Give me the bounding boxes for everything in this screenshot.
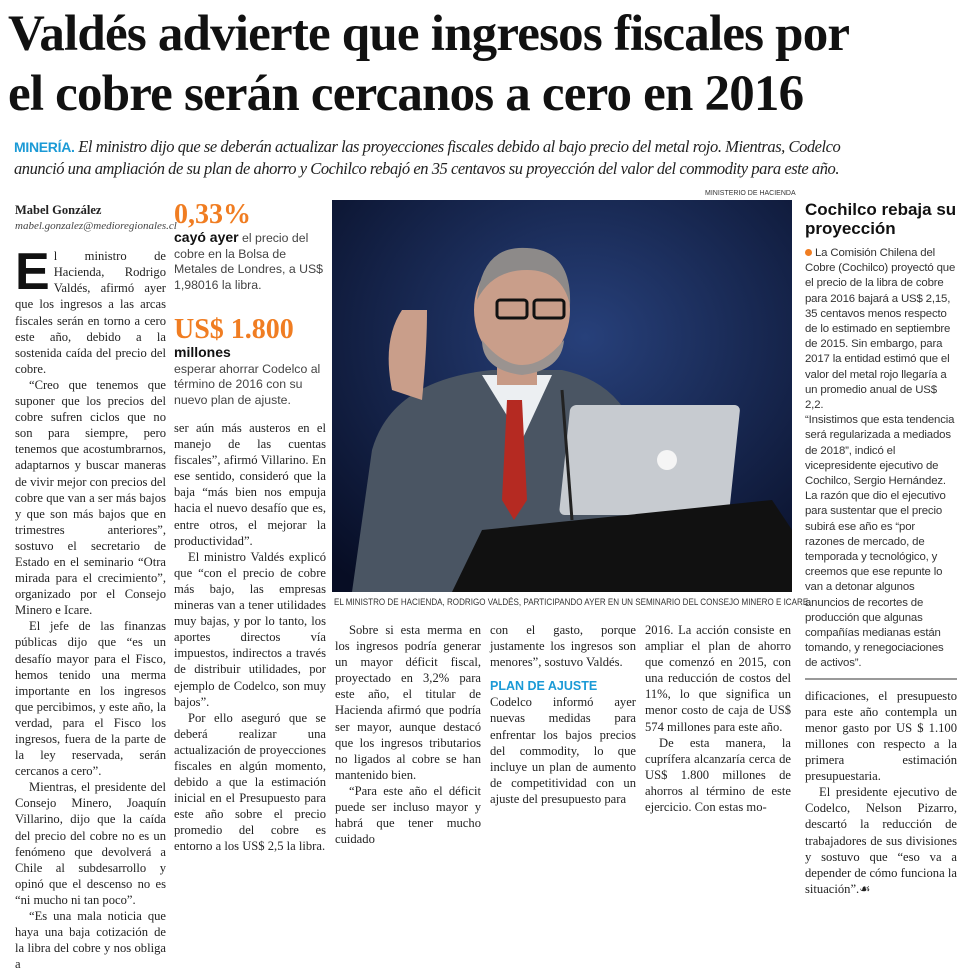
column-6: dificaciones, el presupuesto para este a…	[805, 672, 957, 897]
stat-text: cayó ayer el precio del cobre en la Bols…	[174, 229, 324, 292]
paragraph: El jefe de las finanzas públicas dijo qu…	[15, 619, 166, 779]
column-1: Mabel González mabel.gonzalez@medioregio…	[15, 202, 177, 972]
paragraph: dificaciones, el presupuesto para este a…	[805, 688, 957, 784]
photo-caption: EL MINISTRO DE HACIENDA, RODRIGO VALDÉS,…	[334, 597, 811, 608]
photo-illustration	[332, 200, 792, 592]
paragraph: Por ello aseguró que se deberá realizar …	[174, 710, 326, 854]
column-4: con el gasto, porque justamente los ingr…	[490, 622, 636, 807]
paragraph: Sobre si esta merma en los ingresos podr…	[335, 623, 481, 782]
sidebar-title: Cochilco rebaja su proyección	[805, 200, 957, 238]
paragraph: Codelco informó ayer nuevas medidas para…	[490, 695, 636, 806]
headline: Valdés advierte que ingresos fiscales po…	[8, 4, 958, 124]
deck-line-1: El ministro dijo que se deberán actualiz…	[78, 137, 841, 156]
column-5: 2016. La acción consiste en ampliar el p…	[645, 622, 791, 815]
paragraph: Mientras, el presidente del Consejo Mine…	[15, 780, 166, 907]
column-2: ser aún más austeros en el manejo de las…	[174, 408, 326, 855]
paragraph: 2016. La acción consiste en ampliar el p…	[645, 623, 791, 734]
paragraph: “Creo que tenemos que suponer que los pr…	[15, 377, 166, 618]
byline-author: Mabel González	[15, 203, 102, 217]
deck: MINERÍA. El ministro dijo que se deberán…	[14, 136, 959, 179]
stat-text: millones esperar ahorrar Codelco al térmi…	[174, 344, 321, 407]
column-2-wrapper: 0,33% cayó ayer el precio del cobre en l…	[174, 200, 326, 854]
drop-cap: E	[15, 243, 50, 302]
stat-callouts: 0,33% cayó ayer el precio del cobre en l…	[174, 200, 326, 408]
column-3: Sobre si esta merma en los ingresos podr…	[335, 622, 481, 847]
kicker: MINERÍA.	[14, 139, 75, 155]
stat-value: US$ 1.800	[174, 314, 294, 345]
headline-line-1: Valdés advierte que ingresos fiscales po…	[8, 6, 850, 62]
deck-line-2: anunció una ampliación de su plan de aho…	[14, 159, 839, 178]
stat-value: 0,33%	[174, 199, 251, 230]
headline-line-2: el cobre serán cercanos a cero en 2016	[8, 66, 804, 122]
sidebar: Cochilco rebaja su proyección La Comisió…	[805, 200, 957, 672]
paragraph: El ministro Valdés explicó que “con el p…	[174, 549, 326, 709]
right-column-wrapper: Cochilco rebaja su proyección La Comisió…	[805, 200, 957, 896]
sidebar-paragraph: “Insistimos que esta tendencia será regu…	[805, 414, 955, 670]
subhead: PLAN DE AJUSTE	[490, 679, 598, 694]
paragraph: “Para este año el déficit puede ser incl…	[335, 783, 481, 847]
paragraph: De esta manera, la cuprífera alcanzaría …	[645, 735, 791, 815]
end-mark-icon: ☙	[859, 881, 871, 896]
divider	[805, 677, 957, 680]
paragraph: con el gasto, porque justamente los ingr…	[490, 623, 636, 670]
bullet-dot-icon	[805, 249, 812, 256]
photo-minister	[332, 200, 792, 592]
paragraph: “Es una mala noticia que haya una baja c…	[15, 909, 166, 972]
paragraph: ser aún más austeros en el manejo de las…	[174, 421, 326, 548]
sidebar-paragraph: La Comisión Chilena del Cobre (Cochilco)…	[805, 247, 956, 412]
paragraph: El presidente ejecutivo de Codelco, Nels…	[805, 785, 957, 896]
byline-email: mabel.gonzalez@medioregionales.cl	[15, 220, 177, 233]
paragraph: l ministro de Hacienda, Rodrigo Valdés, …	[15, 249, 166, 376]
photo-credit: MINISTERIO DE HACIENDA	[705, 190, 796, 197]
